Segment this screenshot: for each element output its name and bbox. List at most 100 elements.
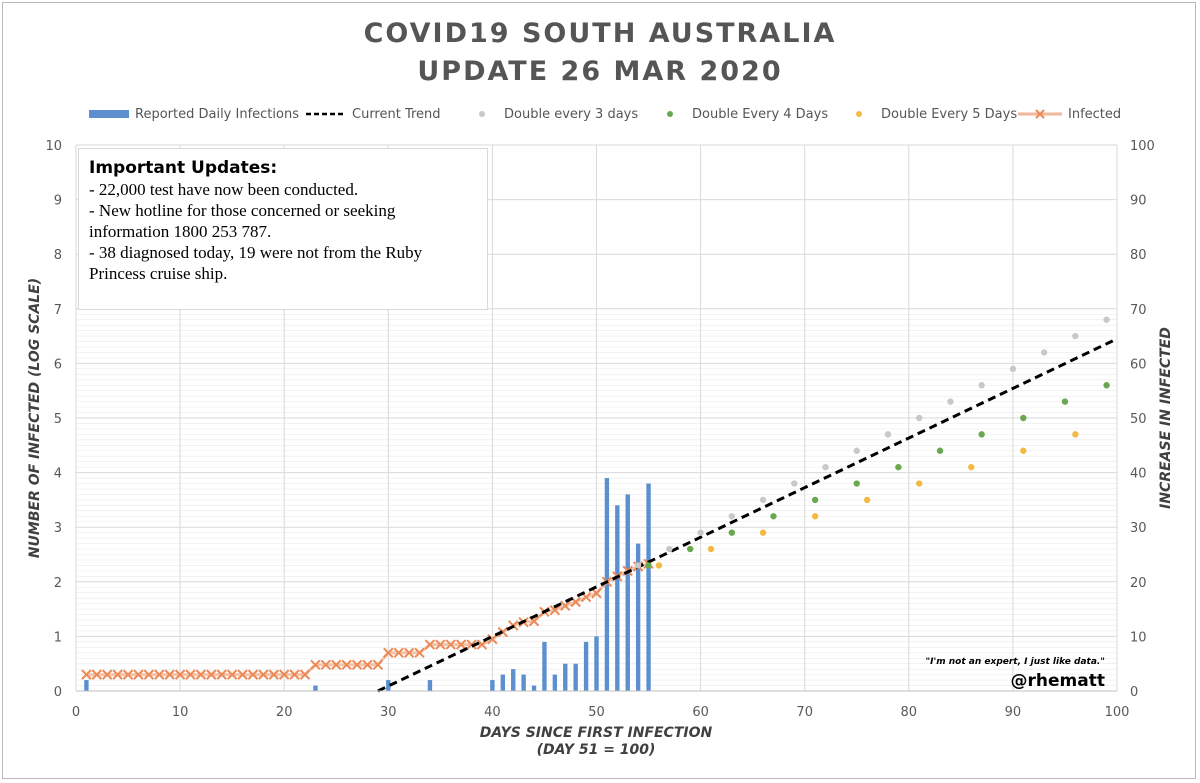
- x-tick-label: 80: [901, 705, 918, 720]
- y-tick-label: 2: [54, 576, 62, 591]
- x-axis-sublabel: (DAY 51 = 100): [537, 742, 656, 758]
- x-tick-label: 50: [588, 705, 605, 720]
- update-line-3: - 38 diagnosed today, 19 were not from t…: [89, 243, 423, 283]
- infected-marker: [206, 669, 217, 680]
- double4-point: [770, 513, 777, 520]
- infected-marker: [289, 669, 300, 680]
- infected-marker: [487, 633, 498, 645]
- legend-item-double5: Double Every 5 Days: [851, 104, 1017, 124]
- bar-series: [84, 478, 651, 691]
- infected-marker: [372, 659, 384, 670]
- double3-point: [697, 529, 704, 536]
- double5-point: [916, 480, 923, 487]
- infected-marker: [226, 669, 238, 680]
- x-tick-label: 100: [1105, 705, 1130, 720]
- bar: [542, 641, 547, 691]
- legend-item-double4: Double Every 4 Days: [662, 104, 828, 124]
- y2-tick-label: 80: [1130, 248, 1147, 263]
- legend-trend-swatch: [306, 112, 346, 116]
- axes: [75, 145, 1117, 692]
- infected-marker: [81, 669, 92, 680]
- bar: [563, 663, 568, 691]
- infected-marker: [445, 639, 456, 650]
- double3-point: [666, 545, 673, 553]
- bar: [500, 674, 505, 691]
- double5-point: [811, 513, 819, 520]
- y2-tick-label: 40: [1130, 467, 1147, 482]
- infected-marker: [341, 659, 352, 670]
- infected-marker: [268, 669, 279, 680]
- legend-label-double3: Double every 3 days: [504, 106, 639, 122]
- infected-marker: [247, 669, 259, 680]
- bar: [427, 680, 433, 691]
- double4-point: [853, 480, 860, 487]
- infected-marker: [122, 669, 134, 680]
- author-quote: "I'm not an expert, I just like data.": [925, 657, 1105, 667]
- double5-point: [1072, 431, 1079, 438]
- infected-marker: [466, 639, 477, 650]
- infected-marker: [351, 659, 363, 670]
- double4-point: [978, 431, 985, 438]
- x-tick-label: 60: [692, 705, 709, 720]
- bar: [615, 505, 620, 691]
- infected-marker: [591, 588, 602, 599]
- y2-tick-label: 10: [1130, 630, 1147, 645]
- double5-point: [655, 562, 663, 569]
- bar: [625, 494, 630, 691]
- x-axis-label: DAYS SINCE FIRST INFECTION: [480, 725, 713, 741]
- y-axis-label: NUMBER OF INFECTED (LOG SCALE): [27, 278, 43, 558]
- update-line-2: - New hotline for those concerned or see…: [89, 201, 396, 241]
- trend-line: [377, 337, 1118, 693]
- bar: [635, 543, 641, 691]
- legend: Reported Daily Infections Current Trend …: [0, 104, 1200, 124]
- legend-item-infected: Infected: [1018, 104, 1121, 124]
- legend-label-double4: Double Every 4 Days: [692, 106, 829, 122]
- double3-point: [1072, 332, 1079, 340]
- bar: [84, 680, 89, 691]
- y-tick-label: 9: [54, 194, 62, 209]
- legend-label-trend: Current Trend: [352, 106, 441, 122]
- x-tick-label: 20: [276, 705, 293, 720]
- legend-double3-marker: [479, 111, 485, 117]
- infected-marker: [362, 659, 373, 670]
- double3-point: [916, 414, 923, 422]
- double3-point: [884, 431, 892, 438]
- y2-tick-label: 90: [1130, 194, 1147, 209]
- infected-marker: [154, 669, 165, 680]
- infected-marker: [455, 639, 467, 650]
- legend-label-infected: Infected: [1068, 106, 1122, 122]
- infected-marker: [393, 647, 404, 658]
- infected-marker: [237, 669, 248, 680]
- double3-point: [822, 463, 829, 471]
- bar: [646, 483, 651, 691]
- double3-point: [634, 562, 642, 569]
- legend-double4-marker: [667, 111, 673, 117]
- y2-tick-label: 50: [1130, 412, 1147, 427]
- double4-point: [1020, 414, 1027, 422]
- infected-marker: [310, 659, 321, 670]
- double3-point: [1009, 365, 1017, 373]
- y-tick-label: 8: [54, 248, 62, 263]
- infected-marker: [331, 659, 342, 670]
- infected-marker: [112, 669, 123, 680]
- infected-marker: [320, 659, 332, 670]
- infected-marker: [143, 669, 155, 680]
- bar: [511, 669, 516, 691]
- double4-point: [811, 496, 819, 504]
- double3-point: [728, 513, 736, 520]
- infected-marker: [174, 669, 186, 680]
- infected-marker: [424, 639, 436, 650]
- infected-marker: [195, 669, 207, 680]
- infected-marker: [414, 647, 425, 658]
- legend-item-bar: Reported Daily Infections: [89, 104, 299, 124]
- infected-marker: [435, 639, 446, 650]
- double5-point: [707, 545, 715, 553]
- chart-title-line2: UPDATE 26 MAR 2020: [417, 56, 783, 87]
- x-tick-label: 10: [172, 705, 189, 720]
- infected-marker: [216, 669, 227, 680]
- infected-marker: [549, 604, 561, 616]
- legend-label-bar: Reported Daily Infections: [135, 106, 299, 122]
- x-tick-label: 0: [72, 705, 80, 720]
